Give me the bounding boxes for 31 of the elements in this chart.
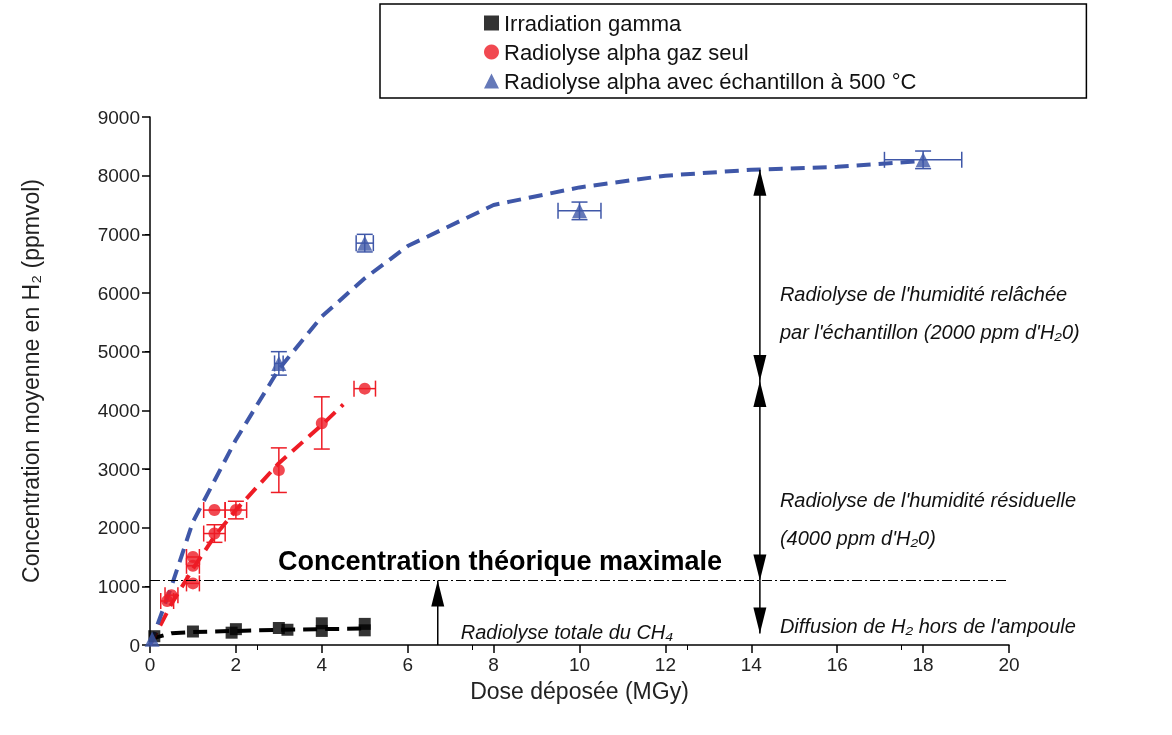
y-tick-label: 3000 (97, 458, 140, 480)
x-tick-label: 6 (402, 654, 413, 675)
x-tick-label: 18 (912, 654, 934, 675)
x-tick-label: 8 (488, 654, 499, 675)
y-axis-title: Concentration moyenne en H₂ (ppmvol) (17, 179, 44, 583)
x-tick-label: 10 (568, 654, 591, 675)
annotation: Diffusion de H₂ hors de l'ampoule (779, 614, 1076, 637)
y-tick-label: 9000 (97, 106, 140, 128)
x-tick-label: 20 (998, 654, 1020, 675)
y-tick-label: 8000 (97, 165, 140, 187)
y-tick-label: 7000 (97, 223, 140, 245)
ref-line-label: Concentration théorique maximale (278, 545, 723, 576)
y-tick-label: 5000 (97, 341, 140, 363)
x-tick-label: 2 (230, 654, 242, 675)
x-tick-label: 16 (826, 654, 848, 675)
annotation: Radiolyse de l'humidité résiduelle (4000 ppm d'H₂0) (779, 488, 1082, 549)
x-tick-label: 14 (740, 654, 763, 675)
legend-label: Irradiation gamma (504, 10, 683, 36)
x-tick-label: 12 (654, 654, 676, 675)
y-tick-label: 0 (129, 634, 140, 656)
legend-label: Radiolyse alpha gaz seul (504, 39, 749, 65)
x-tick-label: 4 (316, 654, 328, 675)
x-axis-title: Dose déposée (MGy) (470, 677, 689, 704)
y-tick-label: 6000 (97, 282, 140, 304)
x-tick-label: 0 (144, 654, 156, 675)
annotation: Radiolyse de l'humidité relâchée par l'échantillon (2000 ppm d'H₂0) (778, 283, 1080, 344)
annotation: Radiolyse totale du CH₄ (460, 620, 674, 643)
legend-label: Radiolyse alpha avec échantillon à 500 °C (504, 68, 917, 94)
y-tick-label: 4000 (97, 399, 140, 421)
y-tick-label: 1000 (97, 575, 140, 597)
y-tick-label: 2000 (97, 517, 140, 539)
